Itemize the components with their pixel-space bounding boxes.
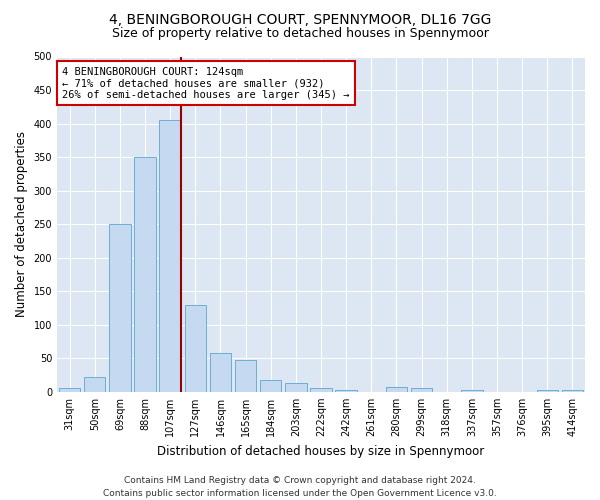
Bar bbox=[235, 360, 256, 392]
Bar bbox=[59, 388, 80, 392]
Bar bbox=[310, 388, 332, 392]
Bar bbox=[562, 390, 583, 392]
X-axis label: Distribution of detached houses by size in Spennymoor: Distribution of detached houses by size … bbox=[157, 444, 485, 458]
Bar bbox=[461, 390, 482, 392]
Bar bbox=[411, 388, 432, 392]
Bar bbox=[210, 353, 231, 392]
Bar bbox=[84, 377, 106, 392]
Text: Contains HM Land Registry data © Crown copyright and database right 2024.
Contai: Contains HM Land Registry data © Crown c… bbox=[103, 476, 497, 498]
Text: 4, BENINGBOROUGH COURT, SPENNYMOOR, DL16 7GG: 4, BENINGBOROUGH COURT, SPENNYMOOR, DL16… bbox=[109, 12, 491, 26]
Bar bbox=[536, 390, 558, 392]
Bar bbox=[260, 380, 281, 392]
Text: 4 BENINGBOROUGH COURT: 124sqm
← 71% of detached houses are smaller (932)
26% of : 4 BENINGBOROUGH COURT: 124sqm ← 71% of d… bbox=[62, 66, 350, 100]
Bar bbox=[335, 390, 357, 392]
Text: Size of property relative to detached houses in Spennymoor: Size of property relative to detached ho… bbox=[112, 28, 488, 40]
Bar bbox=[160, 120, 181, 392]
Y-axis label: Number of detached properties: Number of detached properties bbox=[15, 131, 28, 317]
Bar bbox=[134, 157, 156, 392]
Bar bbox=[386, 387, 407, 392]
Bar bbox=[185, 304, 206, 392]
Bar bbox=[285, 383, 307, 392]
Bar bbox=[109, 224, 131, 392]
